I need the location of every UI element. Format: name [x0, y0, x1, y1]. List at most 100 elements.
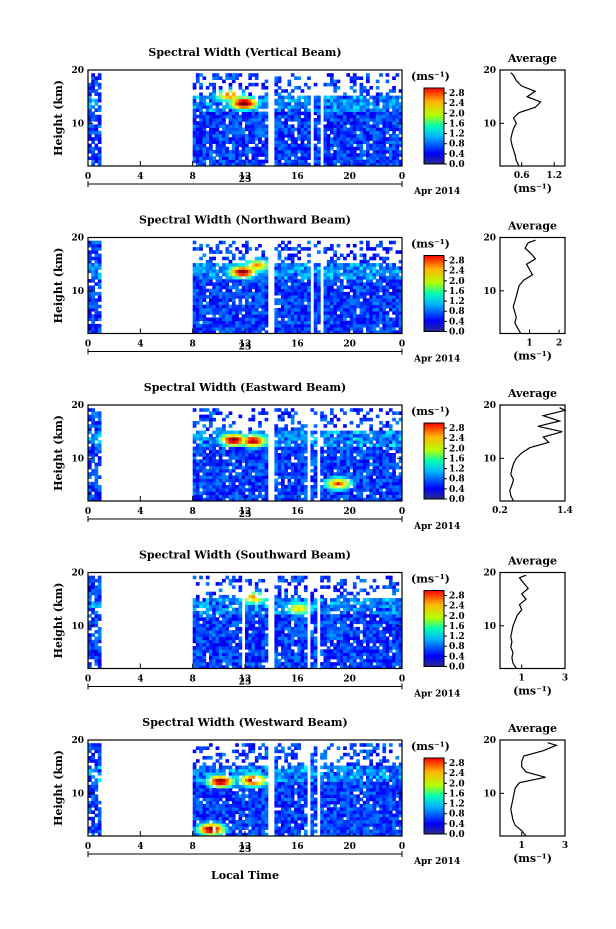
heatmap-cell — [212, 649, 216, 653]
heatmap-cell — [225, 662, 230, 666]
heatmap-cell — [205, 243, 210, 248]
heatmap-cell — [313, 440, 318, 444]
heatmap-cell — [375, 437, 380, 441]
heatmap-cell — [261, 465, 266, 470]
heatmap-cell — [195, 646, 200, 650]
heatmap-cell — [375, 330, 380, 334]
heatmap-cell — [264, 137, 269, 141]
heatmap-cell — [297, 134, 301, 138]
heatmap-cell — [287, 414, 292, 419]
heatmap-cell — [251, 633, 256, 637]
heatmap-cell — [225, 614, 230, 618]
heatmap-cell — [352, 146, 357, 151]
heatmap-cell — [326, 462, 331, 467]
heatmap-cell — [97, 92, 102, 96]
heatmap-cell — [333, 86, 337, 90]
heatmap-cell — [222, 327, 226, 331]
heatmap-cell — [294, 285, 298, 290]
heatmap-cell — [398, 311, 403, 315]
heatmap-cell — [339, 485, 344, 489]
heatmap-cell — [284, 150, 288, 154]
heatmap-cell — [392, 472, 396, 476]
heatmap-cell — [323, 481, 328, 486]
heatmap-cell — [218, 76, 223, 80]
heatmap-cell — [379, 263, 383, 267]
heatmap-cell — [392, 282, 396, 286]
heatmap-cell — [218, 598, 223, 602]
heatmap-cell — [375, 118, 380, 122]
heatmap-cell — [323, 279, 328, 283]
heatmap-cell — [205, 114, 210, 119]
heatmap-cell — [294, 443, 298, 447]
heatmap-cell — [241, 282, 246, 286]
heatmap-cell — [261, 150, 266, 154]
heatmap-cell — [362, 275, 367, 280]
heatmap-cell — [323, 485, 328, 489]
heatmap-cell — [313, 153, 318, 157]
heatmap-cell — [251, 497, 256, 502]
heatmap-cell — [346, 314, 351, 318]
heatmap-cell — [225, 105, 230, 109]
heatmap-cell — [352, 134, 357, 138]
heatmap-cell — [290, 417, 295, 422]
heatmap-cell — [343, 156, 347, 160]
heatmap-cell — [352, 130, 357, 135]
heatmap-cell — [254, 285, 259, 290]
heatmap-cell — [359, 253, 364, 258]
heatmap-cell — [382, 478, 387, 483]
heatmap-cell — [330, 108, 334, 112]
heatmap-cell — [245, 665, 249, 669]
heatmap-cell — [192, 649, 197, 653]
heatmap-cell — [231, 607, 236, 612]
heatmap-cell — [215, 304, 220, 309]
heatmap-cell — [238, 82, 243, 87]
heatmap-cell — [313, 269, 318, 274]
heatmap-cell — [379, 430, 383, 435]
heatmap-cell — [398, 317, 403, 322]
colorbar-tick-label: 0.4 — [449, 485, 465, 495]
heatmap-cell — [192, 658, 197, 663]
heatmap-cell — [202, 253, 207, 258]
heatmap-cell — [254, 317, 259, 322]
heatmap-cell — [195, 95, 200, 100]
heatmap-cell — [258, 140, 262, 144]
heatmap-cell — [222, 130, 226, 135]
heatmap-cell — [323, 105, 328, 109]
heatmap-cell — [212, 137, 216, 141]
heatmap-cell — [323, 266, 328, 270]
heatmap-cell — [284, 146, 288, 151]
heatmap-cell — [330, 156, 334, 160]
heatmap-cell — [212, 610, 216, 615]
heatmap-cell — [205, 456, 210, 460]
heatmap-cell — [248, 288, 252, 293]
colorbar-tick-label: 0.0 — [449, 328, 465, 338]
heatmap-cell — [225, 453, 230, 457]
heatmap-cell — [238, 327, 243, 331]
heatmap-cell — [245, 263, 249, 267]
heatmap-cell — [88, 108, 92, 112]
heatmap-cell — [362, 465, 367, 470]
heatmap-cell — [205, 610, 210, 615]
heatmap-cell — [192, 159, 197, 164]
heatmap-cell — [349, 159, 354, 164]
heatmap-cell — [398, 250, 403, 254]
heatmap-cell — [238, 291, 243, 296]
heatmap-cell — [225, 279, 230, 283]
heatmap-cell — [199, 449, 203, 454]
heatmap-cell — [290, 114, 295, 119]
heatmap-cell — [343, 285, 347, 290]
heatmap-cell — [258, 137, 262, 141]
heatmap-cell — [323, 285, 328, 290]
heatmap-cell — [284, 247, 288, 251]
heatmap-cell — [346, 134, 351, 138]
heatmap-cell — [398, 327, 403, 331]
heatmap-cell — [94, 488, 99, 492]
heatmap-cell — [202, 159, 207, 164]
heatmap-cell — [330, 304, 334, 309]
heatmap-cell — [231, 446, 236, 451]
heatmap-cell — [222, 630, 226, 634]
heatmap-cell — [258, 327, 262, 331]
heatmap-cell — [91, 488, 95, 492]
heatmap-cell — [222, 636, 226, 641]
heatmap-cell — [245, 453, 249, 457]
